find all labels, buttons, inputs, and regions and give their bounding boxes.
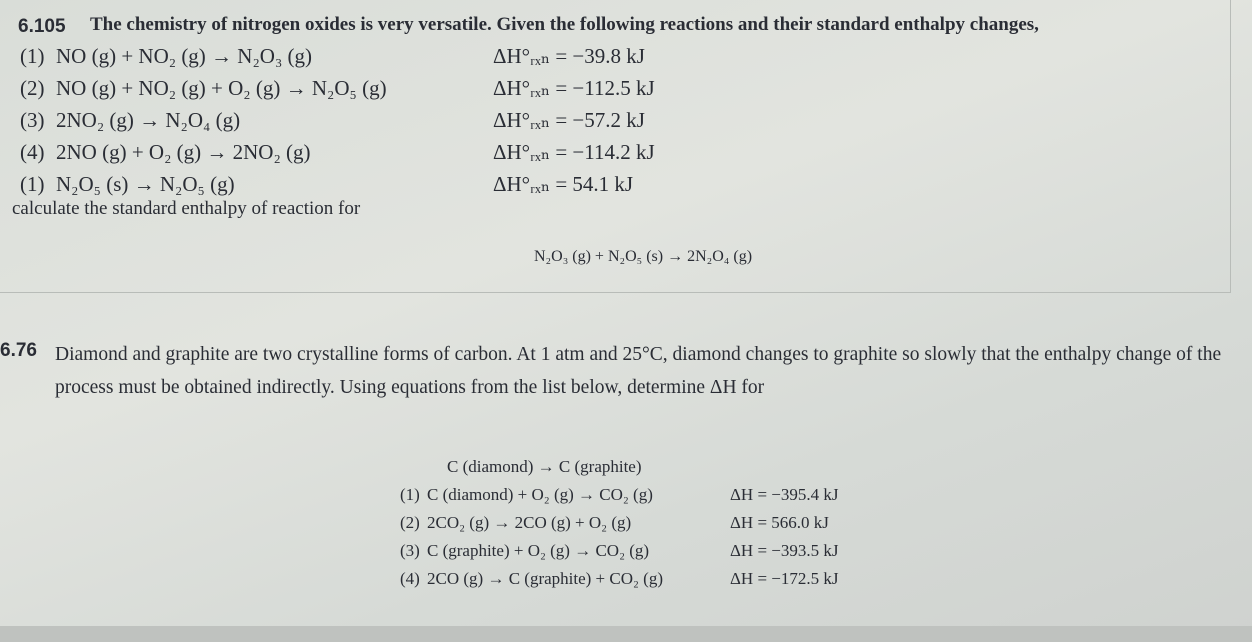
reaction-enthalpy: ΔH°ᵣₓₙ = −114.2 kJ xyxy=(493,140,655,164)
reaction-label: (4) xyxy=(20,140,45,164)
section-box xyxy=(0,0,1231,293)
reaction-label: (3) xyxy=(20,108,45,132)
reaction-enthalpy: ΔH°ᵣₓₙ = −112.5 kJ xyxy=(493,76,655,100)
reaction-equation: NO (g) + NO₂ (g) → N₂O₃ (g) xyxy=(56,44,313,68)
reaction-enthalpy: ΔH°ᵣₓₙ = −57.2 kJ xyxy=(493,108,645,132)
reaction-label: (2) xyxy=(20,76,45,100)
reaction-equation: 2CO (g) → C (graphite) + CO₂ (g) xyxy=(427,569,663,588)
reaction-equation: N₂O₅ (s) → N₂O₅ (g) xyxy=(56,172,235,196)
reaction-enthalpy: ΔH = 566.0 kJ xyxy=(730,513,829,532)
target-reaction: N₂O₃ (g) + N₂O₅ (s) → 2N₂O₄ (g) xyxy=(534,248,753,265)
reaction-equation: 2NO (g) + O₂ (g) → 2NO₂ (g) xyxy=(56,140,311,164)
page-edge xyxy=(0,626,1252,642)
reaction-label: (4) xyxy=(400,569,420,588)
reaction-label: (1) xyxy=(20,172,45,196)
problem-text: The chemistry of nitrogen oxides is very… xyxy=(90,14,1039,35)
target-reaction: C (diamond) → C (graphite) xyxy=(447,457,642,476)
reaction-label: (1) xyxy=(400,485,420,504)
reaction-label: (2) xyxy=(400,513,420,532)
problem-number: 6.76 xyxy=(0,340,37,361)
reaction-equation: 2CO₂ (g) → 2CO (g) + O₂ (g) xyxy=(427,513,632,532)
reaction-enthalpy: ΔH = −172.5 kJ xyxy=(730,569,839,588)
problem-text: Diamond and graphite are two crystalline… xyxy=(55,344,1222,398)
reaction-enthalpy: ΔH = −393.5 kJ xyxy=(730,541,839,560)
reaction-equation: C (diamond) + O₂ (g) → CO₂ (g) xyxy=(427,485,653,504)
reaction-equation: 2NO₂ (g) → N₂O₄ (g) xyxy=(56,108,241,132)
reaction-equation: NO (g) + NO₂ (g) + O₂ (g) → N₂O₅ (g) xyxy=(56,76,387,100)
reaction-equation: C (graphite) + O₂ (g) → CO₂ (g) xyxy=(427,541,650,560)
reaction-enthalpy: ΔH = −395.4 kJ xyxy=(730,485,839,504)
reaction-label: (3) xyxy=(400,541,420,560)
reaction-enthalpy: ΔH°ᵣₓₙ = −39.8 kJ xyxy=(493,44,645,68)
reaction-enthalpy: ΔH°ᵣₓₙ = 54.1 kJ xyxy=(493,172,634,196)
prompt: calculate the standard enthalpy of react… xyxy=(12,198,361,219)
problem-number: 6.105 xyxy=(18,16,66,37)
reaction-label: (1) xyxy=(20,44,45,68)
